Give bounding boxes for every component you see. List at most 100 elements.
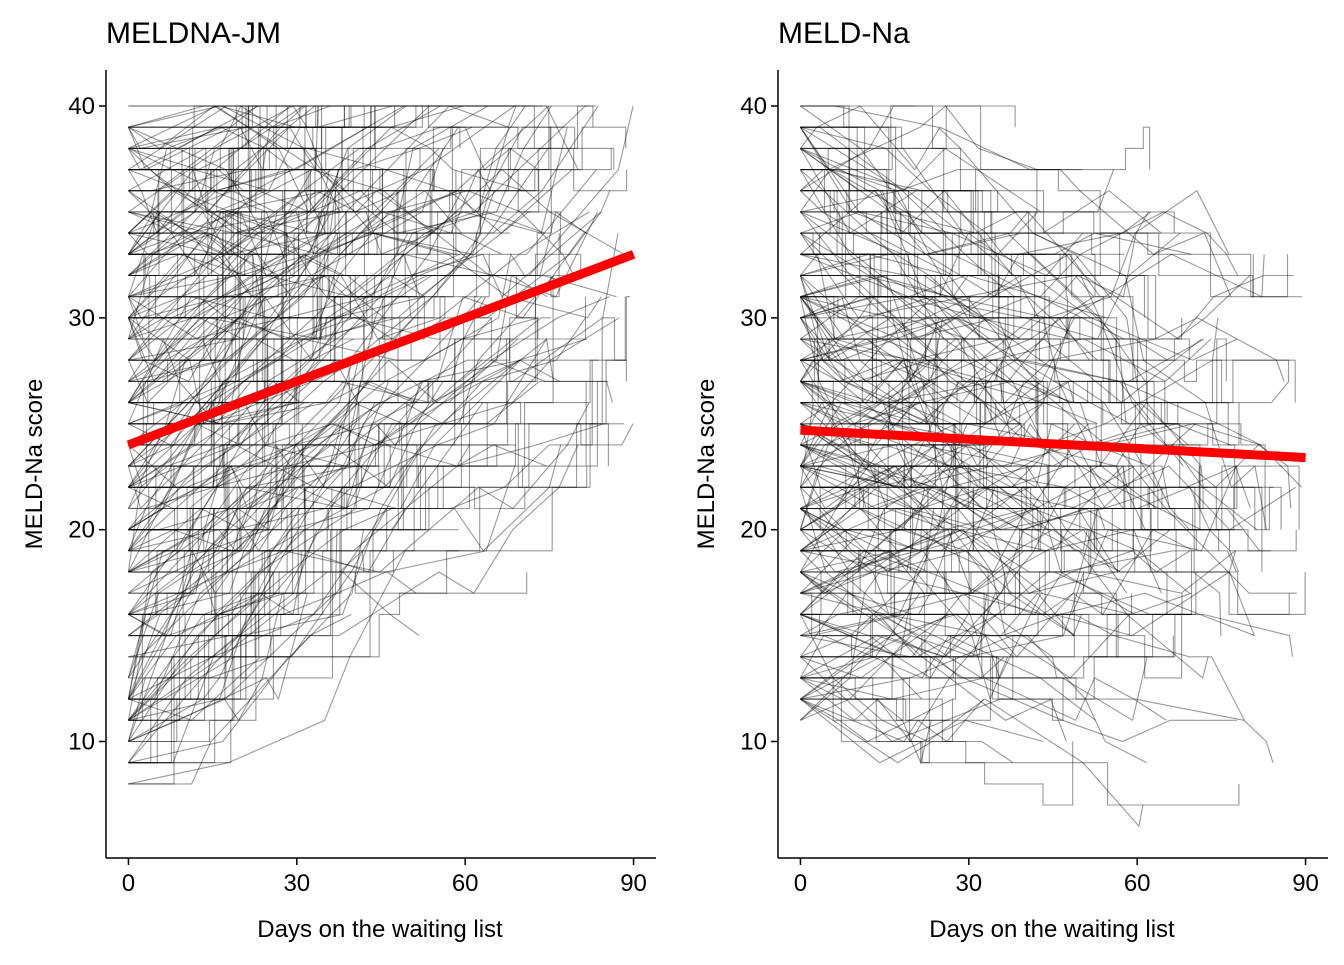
trajectory-line [128,487,348,552]
trajectory-line [128,380,415,446]
trajectory-line [128,381,587,637]
trajectory-line [800,507,1076,552]
trajectory-line [800,466,1125,594]
y-axis-label: MELD-Na score [693,379,720,550]
trajectory-line [128,359,521,573]
trajectory-line [800,126,1266,530]
trajectory-line [127,402,305,552]
trajectory-line [128,126,564,213]
trajectory-line [800,190,974,234]
trajectory-line [128,169,274,298]
trajectory-line [800,147,977,234]
trajectory-line [800,487,996,637]
trajectory-line [128,105,407,128]
trajectory-line [128,296,246,319]
trajectory-line [128,296,482,488]
trajectory-line [127,465,516,700]
trajectory-line [800,465,1033,551]
trajectory-line [800,296,1098,425]
trajectory-line [127,656,271,742]
trajectory-line [128,296,626,615]
trajectory-line [127,508,407,721]
trajectory-line [800,189,1230,319]
trajectory-line [800,592,1255,637]
trajectory-line [128,148,342,192]
trajectory-line [800,296,1297,552]
trajectory-line [128,189,490,298]
trajectory-line [800,698,1014,764]
trajectory-line [128,337,555,552]
trajectory-line [128,169,383,298]
trajectory-line [128,423,351,573]
trajectory-line [128,169,431,488]
trajectory-line [800,147,1040,319]
trajectory-line [128,360,354,531]
trajectory-line [800,444,979,488]
trajectory-line [800,402,1046,531]
trajectory-line [128,148,444,277]
trajectory-line [128,338,587,637]
trajectory-line [800,486,1171,573]
trajectory-line [128,614,249,721]
trajectory-line [128,169,249,192]
trajectory-line [800,211,926,298]
trajectory-line [128,105,634,404]
trajectory-line [128,105,520,340]
trajectory-line [800,316,1090,425]
trajectory-line [799,614,1144,828]
trajectory-line [800,253,919,297]
trajectory-line [128,296,284,488]
trajectory-line [800,338,1203,404]
trajectory-line [800,253,1265,552]
trajectory-line [128,105,425,171]
trajectory-line [127,486,423,721]
trajectory-line [800,274,1021,340]
trajectory-line [800,508,923,594]
trajectory-line [800,571,1306,637]
trajectory-line [128,169,495,255]
trajectory-line [800,190,939,213]
trajectory-line [128,296,610,573]
trajectory-line [800,677,1167,722]
trajectory-line [800,169,1015,298]
trajectory-line [800,317,981,488]
x-tick-label: 30 [955,870,982,897]
trajectory-line [128,550,250,615]
trajectory-line [128,296,587,721]
trajectory-line [800,147,1152,425]
trajectory-line [800,465,1170,637]
x-axis-label: Days on the waiting list [929,916,1175,943]
trajectory-line [800,465,1116,594]
trajectory-line [800,232,1061,319]
trajectory-line [128,190,290,255]
trajectory-line [128,252,525,615]
trajectory-line [800,529,1088,615]
y-tick-label: 20 [68,517,95,544]
trajectory-line [800,635,1148,722]
trajectory-line [800,486,1127,531]
trajectory-line [800,359,952,467]
trajectory-line [128,105,594,340]
trajectory-line [128,233,353,319]
trajectories [127,105,634,785]
trajectory-line [127,317,343,510]
trajectory-line [128,126,461,192]
trajectory-line [127,360,359,700]
trajectory-line [128,105,526,382]
trajectory-line [800,571,1058,679]
trajectory-line [799,126,1084,277]
trajectory-line [128,105,265,170]
trajectory-line [800,190,1034,255]
x-tick-label: 90 [620,870,647,897]
trajectory-line [800,402,982,552]
trajectory-line [800,677,930,764]
trajectory-line [800,677,1074,806]
trajectory-line [800,402,939,467]
panel-title: MELD-Na [778,17,910,50]
trajectory-line [128,339,456,573]
trajectory-line [128,126,627,277]
trajectory-line [127,105,306,297]
trajectory-line [800,232,1181,340]
trajectory-line [127,190,575,383]
trajectory-line [128,211,300,446]
